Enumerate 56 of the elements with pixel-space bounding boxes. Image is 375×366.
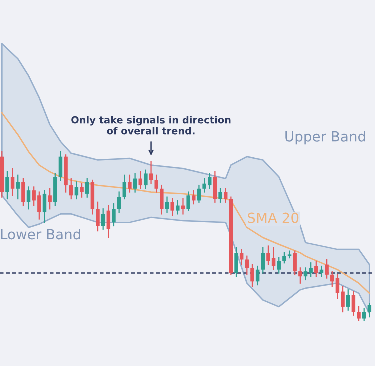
candlestick [234, 247, 238, 278]
candlestick [186, 192, 190, 212]
candlestick [80, 183, 84, 198]
candlestick [74, 182, 79, 200]
candlestick [352, 291, 356, 316]
candlestick [58, 151, 63, 182]
candlestick [282, 252, 286, 264]
candlestick [101, 208, 106, 230]
candlestick [256, 266, 260, 286]
candlestick [144, 170, 148, 190]
candlestick [10, 168, 15, 196]
candlestick [261, 247, 266, 274]
candlestick [160, 184, 164, 215]
candlestick [133, 173, 138, 193]
candlestick [70, 178, 74, 200]
candlestick [357, 306, 361, 322]
candlestick [128, 174, 132, 193]
candlestick [192, 190, 196, 205]
candlestick [117, 192, 122, 214]
candlestick [16, 174, 20, 200]
candlestick [122, 174, 127, 200]
candlestick [314, 260, 318, 278]
candlestick [26, 186, 31, 210]
candlestick [106, 205, 111, 238]
candlestick [112, 204, 116, 227]
annotation: Lower Band [1, 228, 80, 240]
series-label: SMA 20 [248, 212, 299, 224]
candlestick [170, 198, 174, 216]
candlestick [42, 190, 47, 224]
text: Only take signals in direction of overall trend. [72, 116, 231, 135]
candlestick [346, 290, 350, 311]
candlestick [154, 174, 158, 193]
candlestick [277, 258, 281, 274]
candlestick [224, 188, 228, 203]
candlestick [325, 259, 329, 279]
text: Upper Band [286, 131, 366, 145]
candlestick [22, 178, 26, 206]
candlestick [293, 250, 297, 276]
candlestick [96, 202, 100, 232]
candlestick [288, 250, 292, 259]
candlestick [213, 171, 218, 203]
candlestick [176, 200, 180, 215]
candlestick [250, 264, 254, 288]
candlestick [48, 188, 52, 210]
candlestick [298, 268, 302, 284]
candlestick [368, 303, 372, 318]
candlestick [245, 256, 250, 276]
candlestick [218, 188, 222, 203]
candlestick [138, 171, 142, 190]
candlestick [85, 178, 90, 198]
candlestick [149, 161, 154, 184]
candlestick [165, 196, 170, 214]
candlestick [197, 184, 202, 203]
candlestick [6, 171, 10, 200]
candlestick [240, 249, 244, 266]
candlestick [362, 308, 366, 322]
